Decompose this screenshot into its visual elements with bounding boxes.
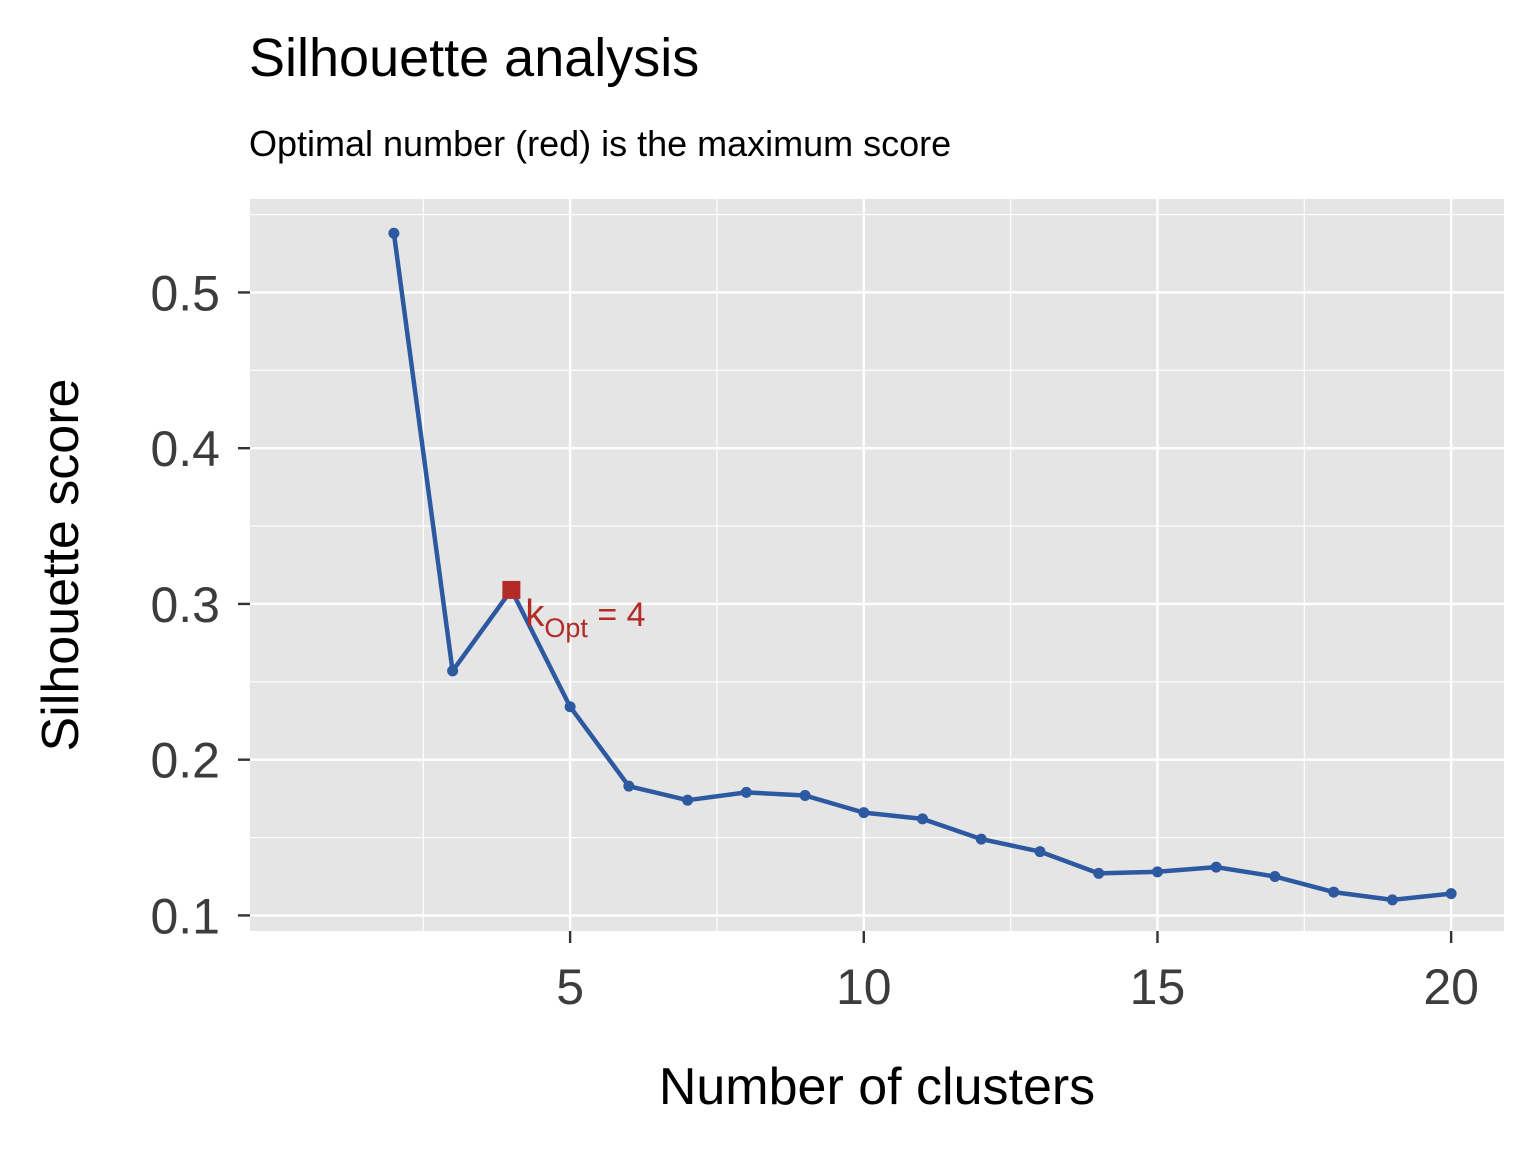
y-tick-label: 0.3 — [150, 577, 220, 633]
data-point — [1151, 866, 1163, 878]
data-point — [1328, 886, 1340, 898]
data-point — [682, 794, 694, 806]
data-point — [917, 813, 929, 825]
y-tick-label: 0.2 — [150, 733, 220, 789]
data-point — [447, 665, 459, 677]
tick-labels: 5 10 15 20 0.1 0.2 0.3 0.4 0.5 — [150, 265, 1478, 1015]
series-layer — [388, 227, 1457, 906]
plot-panel — [250, 199, 1504, 931]
data-point — [623, 780, 635, 792]
x-tick-label: 15 — [1130, 959, 1186, 1015]
data-point — [1269, 870, 1281, 882]
data-point — [1210, 861, 1222, 873]
y-tick-label: 0.5 — [150, 265, 220, 321]
data-point — [564, 701, 576, 713]
x-tick-label: 5 — [556, 959, 584, 1015]
data-point — [1386, 894, 1398, 906]
data-point — [1034, 846, 1046, 858]
minor-gridlines — [250, 199, 1504, 931]
data-point — [858, 807, 870, 819]
chart-subtitle: Optimal number (red) is the maximum scor… — [249, 123, 951, 164]
x-tick-label: 10 — [836, 959, 892, 1015]
y-tick-label: 0.4 — [150, 421, 220, 477]
axis-ticks — [238, 291, 1453, 943]
optimal-marker — [502, 580, 521, 599]
data-point — [740, 786, 752, 798]
data-point — [388, 227, 400, 239]
data-point — [1093, 867, 1105, 879]
y-tick-label: 0.1 — [150, 888, 220, 944]
data-point — [975, 833, 987, 845]
optimal-label: kOpt = 4 — [525, 593, 645, 643]
x-axis-title: Number of clusters — [659, 1058, 1095, 1116]
x-tick-label: 20 — [1423, 959, 1479, 1015]
chart-title: Silhouette analysis — [249, 28, 699, 88]
data-point — [799, 790, 811, 802]
y-axis-title: Silhouette score — [32, 379, 90, 752]
data-point — [1445, 888, 1457, 900]
optimal-layer: kOpt = 4 — [502, 580, 646, 643]
